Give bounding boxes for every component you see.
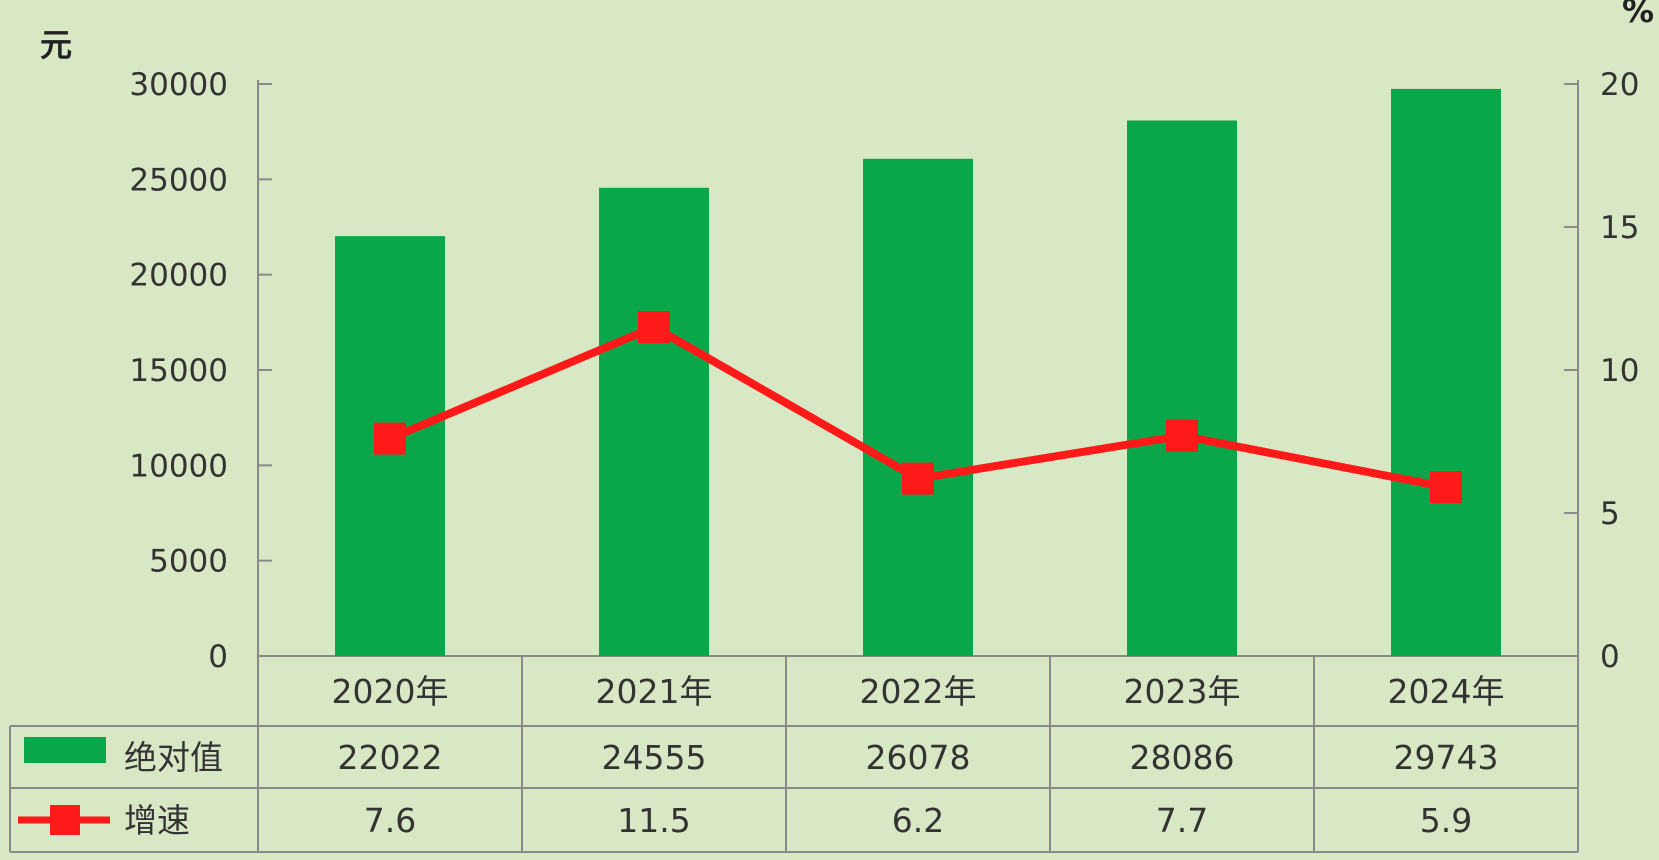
growth-marker-2020年: [374, 422, 406, 455]
bar-2024年: [1391, 88, 1501, 656]
bar-2021年: [599, 187, 709, 656]
table-grid: [9, 655, 1579, 853]
data-table: 2020年 2021年 2022年 2023年 2024年 22022 24555 26078…: [18, 672, 1504, 840]
line-series: [374, 311, 1462, 504]
growth-marker-2024年: [1430, 471, 1462, 504]
left-tick-label: 30000: [129, 67, 228, 103]
legend-bar-swatch: [24, 737, 106, 763]
absolute-value-label: 28086: [1130, 738, 1235, 777]
bar-2022年: [863, 158, 973, 656]
left-tick-label: 5000: [149, 544, 228, 580]
growth-rate-label: 7.7: [1156, 801, 1208, 840]
bar-series: [335, 88, 1501, 657]
left-tick-label: 15000: [129, 353, 228, 389]
category-label: 2020年: [332, 672, 449, 711]
left-tick-label: 10000: [129, 448, 228, 484]
right-tick-label: 10: [1600, 353, 1639, 389]
right-tick-label: 5: [1600, 496, 1620, 532]
growth-rate-label: 7.6: [364, 801, 416, 840]
legend-line-marker: [50, 805, 80, 835]
axes: 0 5000 10000 15000 20000 25000 30000 0 5 10 15 20: [129, 67, 1639, 675]
legend-line-label: 增速: [124, 801, 190, 840]
left-tick-label: 0: [208, 639, 228, 675]
left-tick-label: 20000: [129, 258, 228, 294]
absolute-value-label: 24555: [602, 738, 707, 777]
category-label: 2024年: [1388, 672, 1505, 711]
growth-rate-label: 11.5: [617, 801, 690, 840]
absolute-value-label: 26078: [866, 738, 971, 777]
growth-marker-2021年: [638, 311, 670, 344]
growth-rate-label: 5.9: [1420, 801, 1472, 840]
right-tick-label: 20: [1600, 67, 1639, 103]
category-label: 2023年: [1124, 672, 1241, 711]
category-label: 2022年: [860, 672, 977, 711]
right-tick-label: 0: [1600, 639, 1620, 675]
right-tick-label: 15: [1600, 210, 1639, 246]
growth-marker-2023年: [1166, 419, 1198, 452]
growth-rate-label: 6.2: [892, 801, 944, 840]
legend-bar-label: 绝对值: [124, 738, 223, 777]
right-axis-unit: %: [1622, 0, 1654, 30]
category-label: 2021年: [596, 672, 713, 711]
growth-marker-2022年: [902, 462, 934, 495]
left-axis-unit: 元: [40, 26, 72, 64]
absolute-value-label: 29743: [1394, 738, 1499, 777]
absolute-value-label: 22022: [338, 738, 443, 777]
left-tick-label: 25000: [129, 162, 228, 198]
bar-2023年: [1127, 120, 1237, 657]
